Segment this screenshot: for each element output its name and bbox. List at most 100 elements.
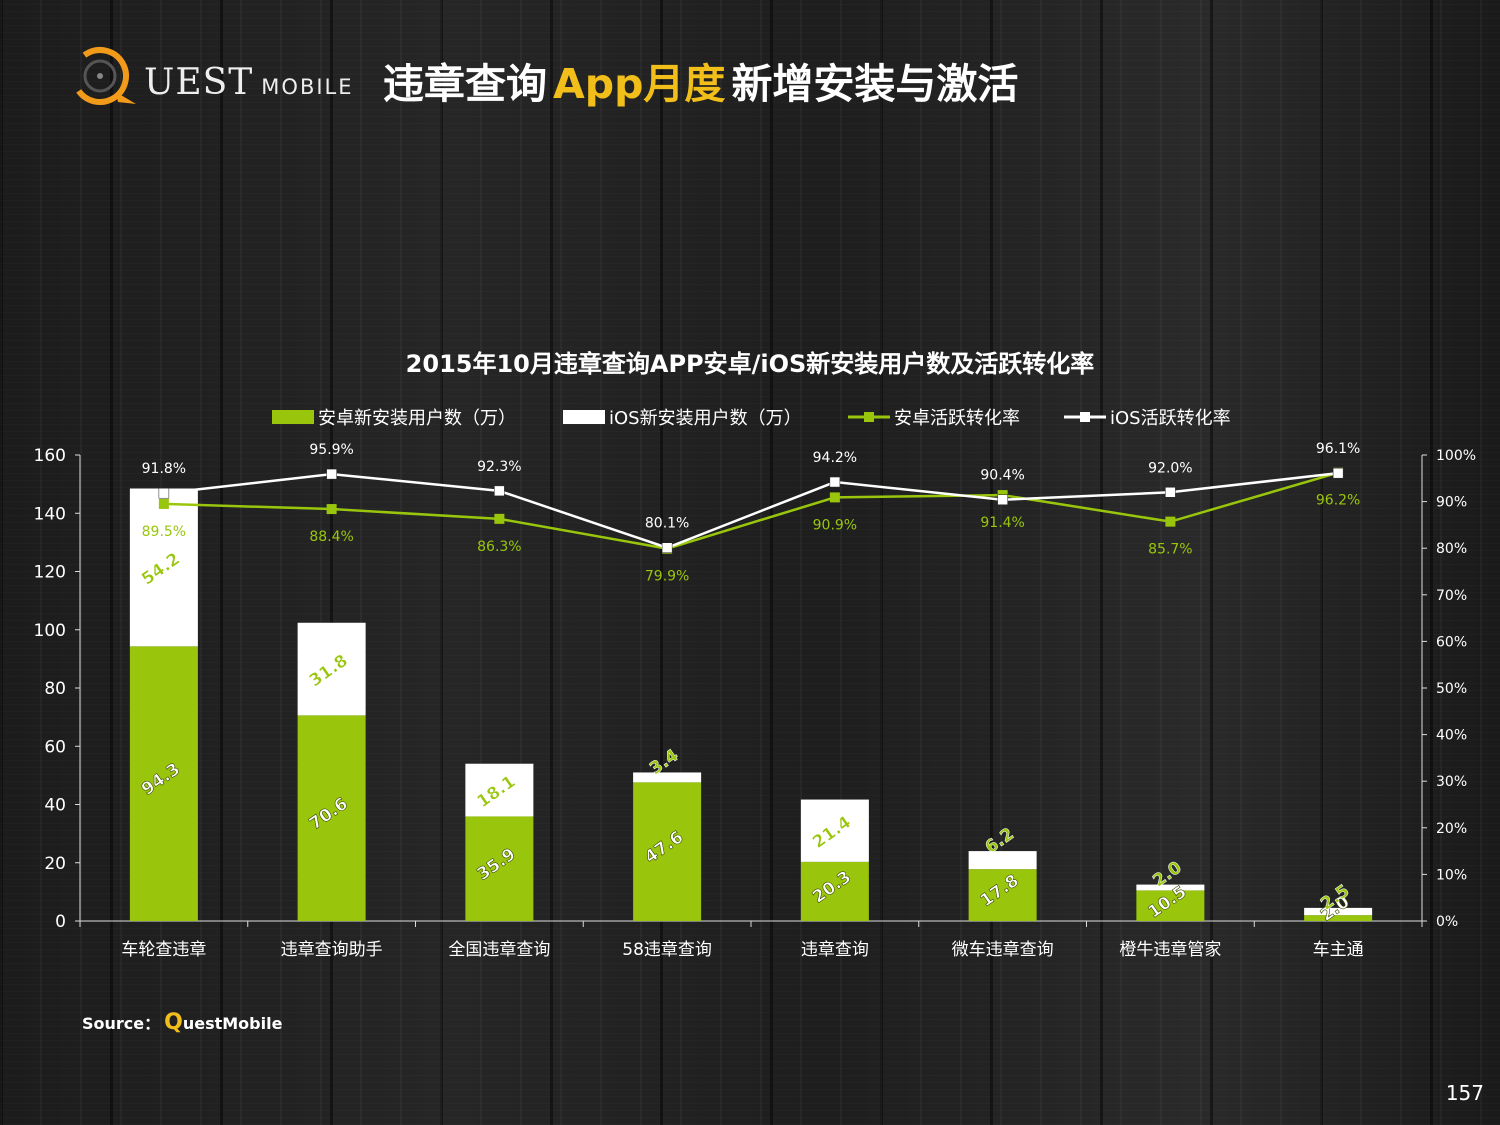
slide-title: 违章查询 App月度 新增安装与激活 (383, 50, 1018, 110)
source-label: Source： (82, 1014, 161, 1033)
legend-swatch-ios-bar (563, 410, 605, 424)
android-rate-label: 86.3% (477, 539, 521, 555)
y-left-tick-label: 60 (44, 737, 66, 757)
y-right-tick-label: 60% (1436, 634, 1467, 650)
y-left-tick-label: 80 (44, 679, 66, 699)
legend-label-ios-line: iOS活跃转化率 (1110, 408, 1231, 429)
bar-ios (465, 763, 534, 817)
y-right-tick-label: 90% (1436, 495, 1467, 511)
y-left-tick-label: 140 (34, 504, 66, 524)
questmobile-logo: UEST MOBILE (66, 42, 352, 114)
bar-ios (633, 772, 702, 783)
bar-ios (129, 488, 198, 647)
x-category-label: 微车违章查询 (952, 940, 1054, 960)
y-left-tick-label: 0 (55, 912, 66, 932)
y-right-tick-label: 0% (1436, 914, 1458, 930)
ios-rate-marker (326, 468, 337, 480)
ios-rate-marker (829, 476, 841, 488)
ios-rate-marker (661, 542, 673, 553)
legend-label-android-bar: 安卓新安装用户数（万） (318, 408, 516, 429)
y-left-tick-label: 40 (44, 796, 66, 816)
bar-android (800, 861, 869, 921)
logo-q-icon (71, 47, 136, 105)
legend-marker-ios-line (1080, 412, 1090, 422)
bar-android (1136, 890, 1205, 921)
chart-bars (129, 488, 1373, 921)
ios-rate-marker (997, 494, 1008, 505)
slide-title-accent: App月度 (553, 60, 726, 108)
android-rate-label: 85.7% (1148, 542, 1192, 558)
x-category-label: 橙牛违章管家 (1119, 940, 1221, 960)
chart-legend: 安卓新安装用户数（万） iOS新安装用户数（万） 安卓活跃转化率 iOS活跃转化率 (272, 408, 1231, 429)
y-left-tick-label: 100 (34, 621, 66, 641)
source-note: Source： QuestMobile (82, 1010, 282, 1035)
ios-rate-label: 90.4% (980, 468, 1024, 484)
bar-ios (1136, 884, 1205, 891)
ios-rate-label: 80.1% (645, 516, 689, 532)
ios-rate-label: 94.2% (813, 450, 857, 466)
android-rate-marker (1165, 516, 1176, 527)
android-rate-line (163, 471, 1339, 550)
bar-android (968, 869, 1037, 921)
ios-rate-label: 96.1% (1316, 441, 1360, 457)
legend-marker-android-line (864, 412, 874, 422)
slide-title-post: 新增安装与激活 (731, 60, 1019, 108)
bar-android (129, 646, 198, 921)
source-name: uestMobile (182, 1014, 283, 1033)
source-q: Q (164, 1010, 183, 1035)
legend-label-ios-bar: iOS新安装用户数（万） (609, 408, 802, 429)
ios-rate-label: 92.3% (477, 459, 521, 475)
ios-rate-label: 91.8% (142, 461, 186, 477)
page-number: 157 (1445, 1081, 1484, 1105)
y-right-tick-label: 30% (1436, 774, 1467, 790)
y-left-tick-label: 120 (34, 563, 66, 583)
bar-android (297, 715, 366, 921)
ios-rate-label: 92.0% (1148, 460, 1192, 476)
logo-main-text: UEST (144, 62, 254, 103)
x-category-label: 违章查询助手 (281, 940, 383, 960)
logo-sub-text: MOBILE (261, 75, 354, 99)
x-category-label: 车主通 (1313, 940, 1364, 960)
android-rate-marker (326, 504, 337, 515)
ios-rate-label: 95.9% (309, 442, 353, 458)
x-category-label: 违章查询 (801, 940, 869, 960)
y-right-tick-label: 70% (1436, 588, 1467, 604)
bar-ios (297, 622, 366, 716)
android-rate-label: 96.2% (1316, 493, 1360, 509)
ios-rate-marker (158, 487, 170, 499)
x-category-label: 全国违章查询 (448, 940, 550, 960)
ios-rate-marker (494, 485, 505, 497)
y-right-tick-label: 100% (1436, 448, 1476, 464)
y-left-tick-label: 20 (44, 854, 66, 874)
y-right-tick-label: 50% (1436, 681, 1467, 697)
ios-rate-marker (1332, 467, 1344, 479)
android-rate-label: 79.9% (645, 569, 689, 585)
chart-title: 2015年10月违章查询APP安卓/iOS新安装用户数及活跃转化率 (406, 350, 1095, 378)
android-rate-marker (158, 498, 169, 509)
android-rate-label: 89.5% (142, 524, 186, 540)
bar-android (465, 816, 534, 921)
android-rate-label: 90.9% (813, 517, 857, 533)
y-right-tick-label: 20% (1436, 821, 1467, 837)
legend-label-android-line: 安卓活跃转化率 (894, 408, 1020, 429)
android-rate-marker (494, 513, 505, 524)
y-right-tick-label: 80% (1436, 541, 1467, 557)
x-category-label: 车轮查违章 (121, 940, 206, 960)
logo-wordmark: UEST MOBILE (144, 62, 354, 103)
y-left-tick-label: 160 (34, 446, 66, 466)
legend-swatch-android-bar (272, 410, 314, 424)
x-category-label: 58违章查询 (622, 940, 712, 960)
bar-ios (1304, 907, 1373, 916)
android-rate-marker (829, 492, 840, 503)
y-right-tick-label: 10% (1436, 867, 1467, 883)
android-rate-label: 91.4% (980, 515, 1024, 531)
ios-rate-line (163, 471, 1339, 550)
chart-lines (158, 467, 1344, 554)
bar-ios (800, 799, 869, 862)
y-right-tick-label: 40% (1436, 728, 1467, 744)
bar-android (633, 782, 702, 921)
slide-title-pre: 违章查询 (383, 60, 547, 108)
bar-ios (968, 851, 1037, 870)
bar-android (1304, 915, 1373, 921)
